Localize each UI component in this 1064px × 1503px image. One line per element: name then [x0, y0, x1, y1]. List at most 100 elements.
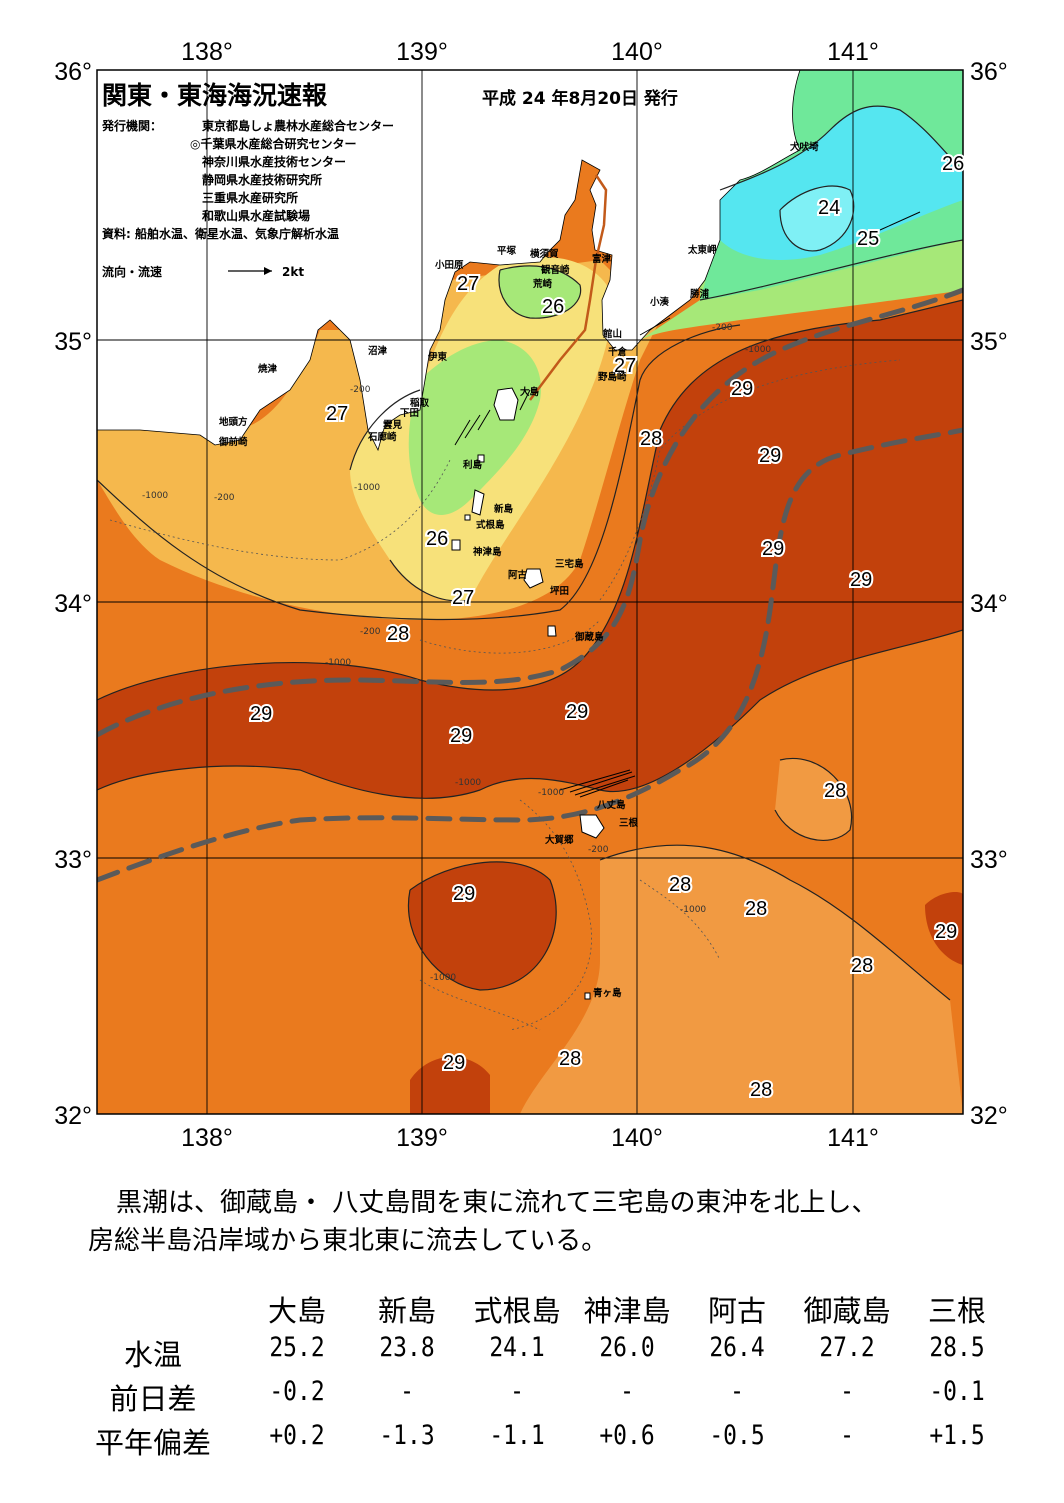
place-name: 神津島: [473, 546, 502, 558]
place-name: 稲取: [410, 397, 430, 409]
lon-label: 141°: [827, 1124, 879, 1152]
sea-28-patch-b: [775, 758, 852, 841]
isotherm-label: 28: [824, 780, 846, 802]
table-cell: -0.5: [709, 1420, 765, 1451]
place-name: 地頭方: [219, 416, 248, 428]
isotherm-label: 29: [450, 725, 472, 747]
place-name: 新島: [494, 503, 514, 515]
isotherm-label: 29: [453, 883, 475, 905]
lat-label: 35°: [54, 328, 92, 356]
isotherm-label: 28: [387, 623, 409, 645]
island-mikurajima: [547, 625, 557, 637]
current-legend-arrow: [228, 267, 272, 275]
depth-label: -200: [712, 323, 733, 333]
axis-labels: 138° 139° 140° 141° 138° 139° 140° 141° …: [54, 38, 1008, 1152]
depth-label: -200: [214, 493, 235, 503]
isotherm-label: 24: [818, 197, 840, 219]
column-header: 三根: [927, 1294, 986, 1328]
place-name: 富津: [592, 253, 612, 265]
place-name: 太東岬: [688, 244, 717, 256]
island-aogashima: [584, 992, 591, 1000]
row-label: 水温: [123, 1338, 182, 1372]
depth-label: -1000: [455, 778, 481, 788]
isotherm-label: 29: [762, 538, 784, 560]
place-name: 野島崎: [598, 371, 627, 383]
isotherm-label: 27: [326, 403, 348, 425]
table-cell: -1.1: [489, 1420, 545, 1451]
isotherm-label: 28: [851, 955, 873, 977]
sea-29-zone-south: [408, 861, 557, 990]
place-name: 下田: [400, 408, 419, 419]
sea-24-core: [780, 186, 854, 251]
place-name: 小湊: [649, 296, 670, 308]
island-toshima: [477, 454, 485, 463]
issuer: 東京都島しょ農林水産総合センター: [202, 118, 394, 133]
isotherm-label: 26: [542, 296, 564, 318]
depth-label: -1000: [354, 483, 380, 493]
sea-29-zone: [97, 300, 963, 799]
place-name: 式根島: [476, 519, 505, 531]
depth-label: -1000: [745, 345, 771, 355]
place-name: 伊東: [427, 351, 448, 363]
column-header: 新島: [377, 1294, 436, 1328]
isotherm-label: 29: [443, 1052, 465, 1074]
table-cell: 26.4: [709, 1332, 765, 1363]
depth-label: -1000: [325, 658, 351, 668]
table-cell: 27.2: [819, 1332, 875, 1363]
isotherm-labels: 24 25 26 27 27 27 26 26 27 28 28 29 29 2…: [248, 151, 966, 1103]
sea-28-patch: [520, 845, 963, 1114]
isotherm-label: 28: [750, 1079, 772, 1101]
table-cell: 26.0: [599, 1332, 655, 1363]
place-name: 沼津: [368, 345, 388, 357]
islands: [451, 387, 605, 1000]
place-name: 雲見: [383, 419, 403, 431]
isotherm-label: 29: [731, 378, 753, 400]
sea-29-zone-south2: [410, 1056, 490, 1114]
place-name: 坪田: [550, 585, 569, 597]
row-label: 平年偏差: [94, 1426, 211, 1460]
place-name: 焼津: [258, 363, 278, 375]
depth-label: -200: [588, 845, 609, 855]
sea-temperature-map: 138° 139° 140° 141° 138° 139° 140° 141° …: [54, 38, 1008, 1152]
depth-contours: [109, 359, 901, 1031]
column-header: 大島: [267, 1294, 326, 1328]
place-name: 館山: [602, 328, 622, 340]
table-cell: -: [730, 1376, 744, 1407]
current-legend-unit: 2kt: [282, 265, 304, 279]
lon-label: 138°: [181, 38, 233, 66]
lon-label: 139°: [396, 1124, 448, 1152]
isotherm-label: 25: [857, 228, 879, 250]
lon-label: 141°: [827, 38, 879, 66]
isotherm-label: 29: [566, 701, 588, 723]
map-title: 関東・東海海況速報: [102, 81, 328, 110]
table-cell: 28.5: [929, 1332, 985, 1363]
place-name: 荒崎: [532, 278, 553, 290]
table-cell: 23.8: [379, 1332, 435, 1363]
isotherm-label: 28: [669, 874, 691, 896]
place-name: 小田原: [434, 259, 464, 271]
lat-label: 35°: [970, 328, 1008, 356]
table-cell: -0.2: [269, 1376, 325, 1407]
row-label: 前日差: [109, 1382, 197, 1416]
depth-labels: -200 -200 -200 -200 -1000 -1000 -1000 -1…: [142, 323, 771, 983]
island-oshima: [493, 387, 519, 421]
isotherm-label: 27: [457, 273, 479, 295]
table-cell: -: [620, 1376, 634, 1407]
issuer: 静岡県水産技術研究所: [202, 172, 322, 187]
place-name: 八丈島: [596, 799, 626, 811]
place-name: 平塚: [497, 245, 517, 257]
issuer: 和歌山県水産試験場: [201, 208, 310, 223]
island-hachijojima: [579, 814, 605, 839]
table-cell: +0.6: [599, 1420, 655, 1451]
lon-label: 140°: [611, 38, 663, 66]
isotherm-label: 28: [559, 1048, 581, 1070]
place-name: 阿古: [508, 569, 528, 581]
current-legend-label: 流向・流速: [102, 264, 162, 279]
island-shikinejima: [464, 514, 471, 521]
land-honshu: [97, 70, 963, 452]
place-name: 千倉: [608, 346, 628, 358]
depth-label: -1000: [430, 973, 456, 983]
place-names: 犬吠埼 太東岬 勝浦 小湊 館山 千倉 野島崎 富津 観音崎 横須賀 荒崎 平塚…: [218, 141, 819, 999]
issuer-label: 発行機関：: [101, 118, 162, 133]
kuroshio-axis: [97, 287, 963, 883]
